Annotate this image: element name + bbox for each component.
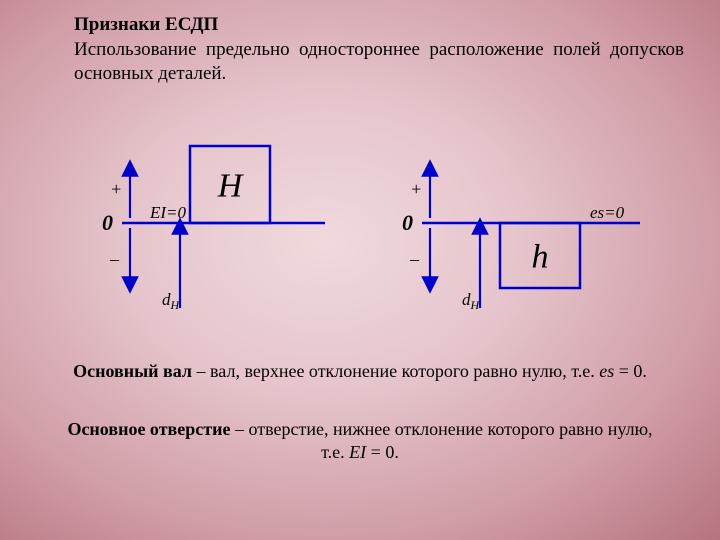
svg-text:H: H <box>217 168 245 205</box>
intro-text: Использование предельно одностороннее ра… <box>74 38 684 86</box>
svg-text:0: 0 <box>402 210 413 235</box>
svg-text:h: h <box>532 239 549 276</box>
definition-shaft: Основный вал – вал, верхнее отклонение к… <box>48 360 672 383</box>
svg-text:–: – <box>409 249 420 269</box>
svg-text:+: + <box>410 179 422 199</box>
def-hole-end: = 0. <box>366 442 399 462</box>
def-hole-text: – отверстие, нижнее отклонение которого … <box>230 419 652 462</box>
svg-text:EI=0: EI=0 <box>149 203 187 222</box>
svg-text:0: 0 <box>102 210 113 235</box>
def-shaft-term: Основный вал <box>73 361 192 381</box>
def-shaft-var: es <box>599 361 614 381</box>
svg-text:es=0: es=0 <box>590 203 625 222</box>
def-shaft-end: = 0. <box>614 361 647 381</box>
tolerance-diagrams: + – 0 H EI=0 dH + – 0 h es=0 dH <box>60 118 660 328</box>
svg-text:–: – <box>109 249 120 269</box>
page-title: Признаки ЕСДП <box>74 14 218 36</box>
diagram-svg: + – 0 H EI=0 dH + – 0 h es=0 dH <box>60 118 660 328</box>
intro-content: Использование предельно одностороннее ра… <box>74 39 684 84</box>
svg-text:dH: dH <box>462 290 481 312</box>
svg-text:dH: dH <box>162 290 181 312</box>
svg-text:+: + <box>110 179 122 199</box>
def-hole-term: Основное отверстие <box>67 419 230 439</box>
def-hole-var: EI <box>349 442 366 462</box>
definition-hole: Основное отверстие – отверстие, нижнее о… <box>60 418 660 463</box>
def-shaft-text: – вал, верхнее отклонение которого равно… <box>192 361 599 381</box>
